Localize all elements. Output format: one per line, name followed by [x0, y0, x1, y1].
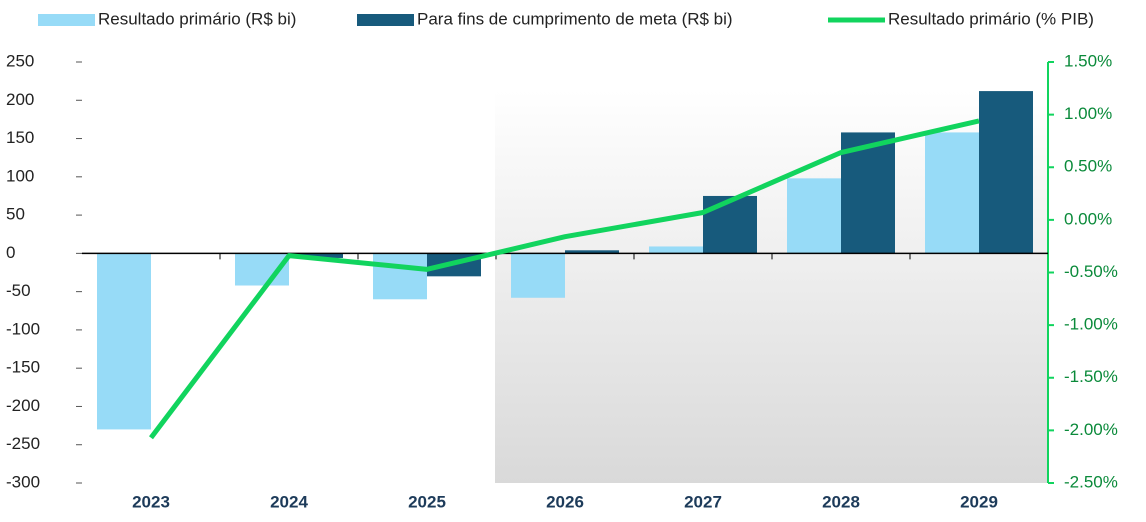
y-tick-label: 250: [6, 51, 34, 70]
y-tick-label: 200: [6, 90, 34, 109]
y-tick-label: 50: [6, 205, 25, 224]
y-tick-label: -250: [6, 434, 40, 453]
legend-label: Para fins de cumprimento de meta (R$ bi): [417, 9, 733, 28]
y-tick-label: -200: [6, 396, 40, 415]
bar: [97, 253, 151, 430]
y2-tick-label: 0.00%: [1064, 209, 1112, 228]
y2-tick-label: 1.50%: [1064, 51, 1112, 70]
bar: [565, 250, 619, 254]
y-tick-label: -50: [6, 281, 31, 300]
y2-tick-label: -2.50%: [1064, 472, 1118, 491]
bar: [787, 178, 841, 254]
legend-swatch: [357, 14, 414, 26]
y-tick-label: 150: [6, 128, 34, 147]
bar: [289, 253, 343, 258]
bar: [925, 132, 979, 254]
legend-swatch: [38, 14, 95, 26]
x-tick-label: 2023: [132, 492, 170, 511]
bar: [649, 246, 703, 254]
y-tick-label: -100: [6, 319, 40, 338]
bar: [703, 195, 757, 254]
bar: [373, 253, 427, 300]
legend-label: Resultado primário (R$ bi): [98, 9, 296, 28]
y2-tick-label: 0.50%: [1064, 157, 1112, 176]
x-tick-label: 2027: [684, 492, 722, 511]
y2-tick-label: 1.00%: [1064, 104, 1112, 123]
x-tick-label: 2026: [546, 492, 584, 511]
bar: [511, 253, 565, 298]
x-tick-label: 2024: [270, 492, 308, 511]
y-tick-label: -300: [6, 472, 40, 491]
x-tick-label: 2028: [822, 492, 860, 511]
y-tick-label: 100: [6, 166, 34, 185]
legend-label: Resultado primário (% PIB): [888, 9, 1094, 28]
y2-tick-label: -2.00%: [1064, 420, 1118, 439]
y2-tick-label: -0.50%: [1064, 262, 1118, 281]
x-tick-label: 2025: [408, 492, 446, 511]
y2-tick-label: -1.50%: [1064, 367, 1118, 386]
y-tick-label: 0: [6, 243, 15, 262]
line-series: [149, 118, 980, 440]
y-tick-label: -150: [6, 358, 40, 377]
y2-tick-label: -1.00%: [1064, 315, 1118, 334]
bar: [979, 91, 1033, 254]
x-tick-label: 2029: [960, 492, 998, 511]
